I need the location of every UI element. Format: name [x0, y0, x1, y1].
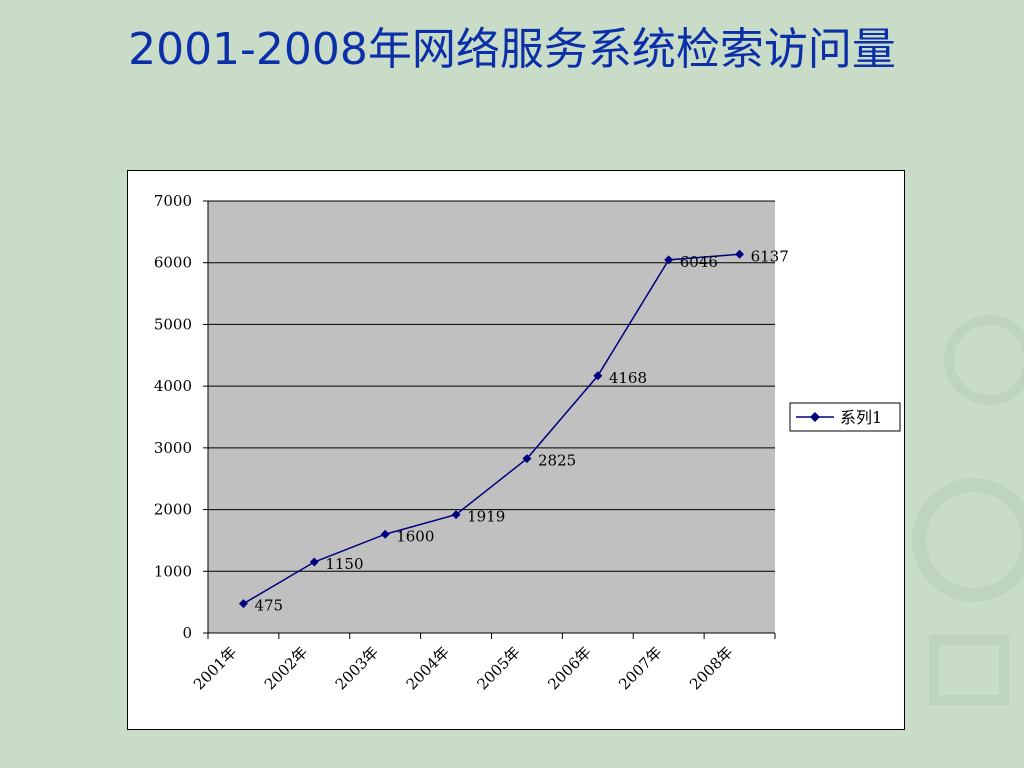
legend-marker	[810, 412, 820, 422]
y-tick-label: 0	[182, 624, 192, 642]
legend: 系列1	[789, 402, 901, 432]
slide-title: 2001-2008年网络服务系统检索访问量	[128, 24, 896, 75]
x-tick-label: 2002年	[261, 643, 311, 693]
data-point	[380, 529, 390, 539]
y-tick-label: 2000	[154, 501, 192, 519]
line-chart: 0 1000 2000 3000 4000 5000 6000 7000 2001年 2002年…	[154, 192, 901, 693]
data-label: 1919	[467, 508, 505, 526]
data-point	[451, 510, 461, 520]
x-tick-label: 2001年	[190, 643, 240, 693]
data-label: 1150	[325, 555, 363, 573]
x-tick-label: 2006年	[544, 643, 594, 693]
y-tick-label: 5000	[154, 315, 192, 333]
x-tick-label: 2003年	[332, 643, 382, 693]
x-tick-label: 2005年	[473, 643, 523, 693]
x-tick-label: 2008年	[686, 643, 736, 693]
plot-area	[208, 201, 775, 633]
data-point	[664, 255, 674, 265]
x-tick-label: 2007年	[615, 643, 665, 693]
data-point	[522, 454, 532, 464]
data-label: 4168	[609, 369, 647, 387]
data-label: 475	[254, 597, 283, 615]
data-label: 6046	[680, 253, 718, 271]
x-tick-label: 2004年	[403, 643, 453, 693]
data-label: 6137	[751, 247, 789, 265]
data-point	[735, 249, 745, 259]
data-point	[593, 371, 603, 381]
y-tick-label: 3000	[154, 439, 192, 457]
series-line	[243, 253, 740, 605]
data-point	[309, 557, 319, 567]
data-point	[238, 599, 248, 609]
y-tick-label: 6000	[154, 254, 192, 272]
y-tick-label: 4000	[154, 377, 192, 395]
y-tick-label: 1000	[154, 562, 192, 580]
data-label: 2825	[538, 452, 576, 470]
data-label: 1600	[396, 527, 434, 545]
decorative-pattern	[912, 315, 1024, 705]
y-tick-label: 7000	[154, 192, 192, 210]
legend-label: 系列1	[840, 408, 882, 427]
chart-frame: 0 1000 2000 3000 4000 5000 6000 7000 2001年 2002年…	[127, 170, 905, 730]
